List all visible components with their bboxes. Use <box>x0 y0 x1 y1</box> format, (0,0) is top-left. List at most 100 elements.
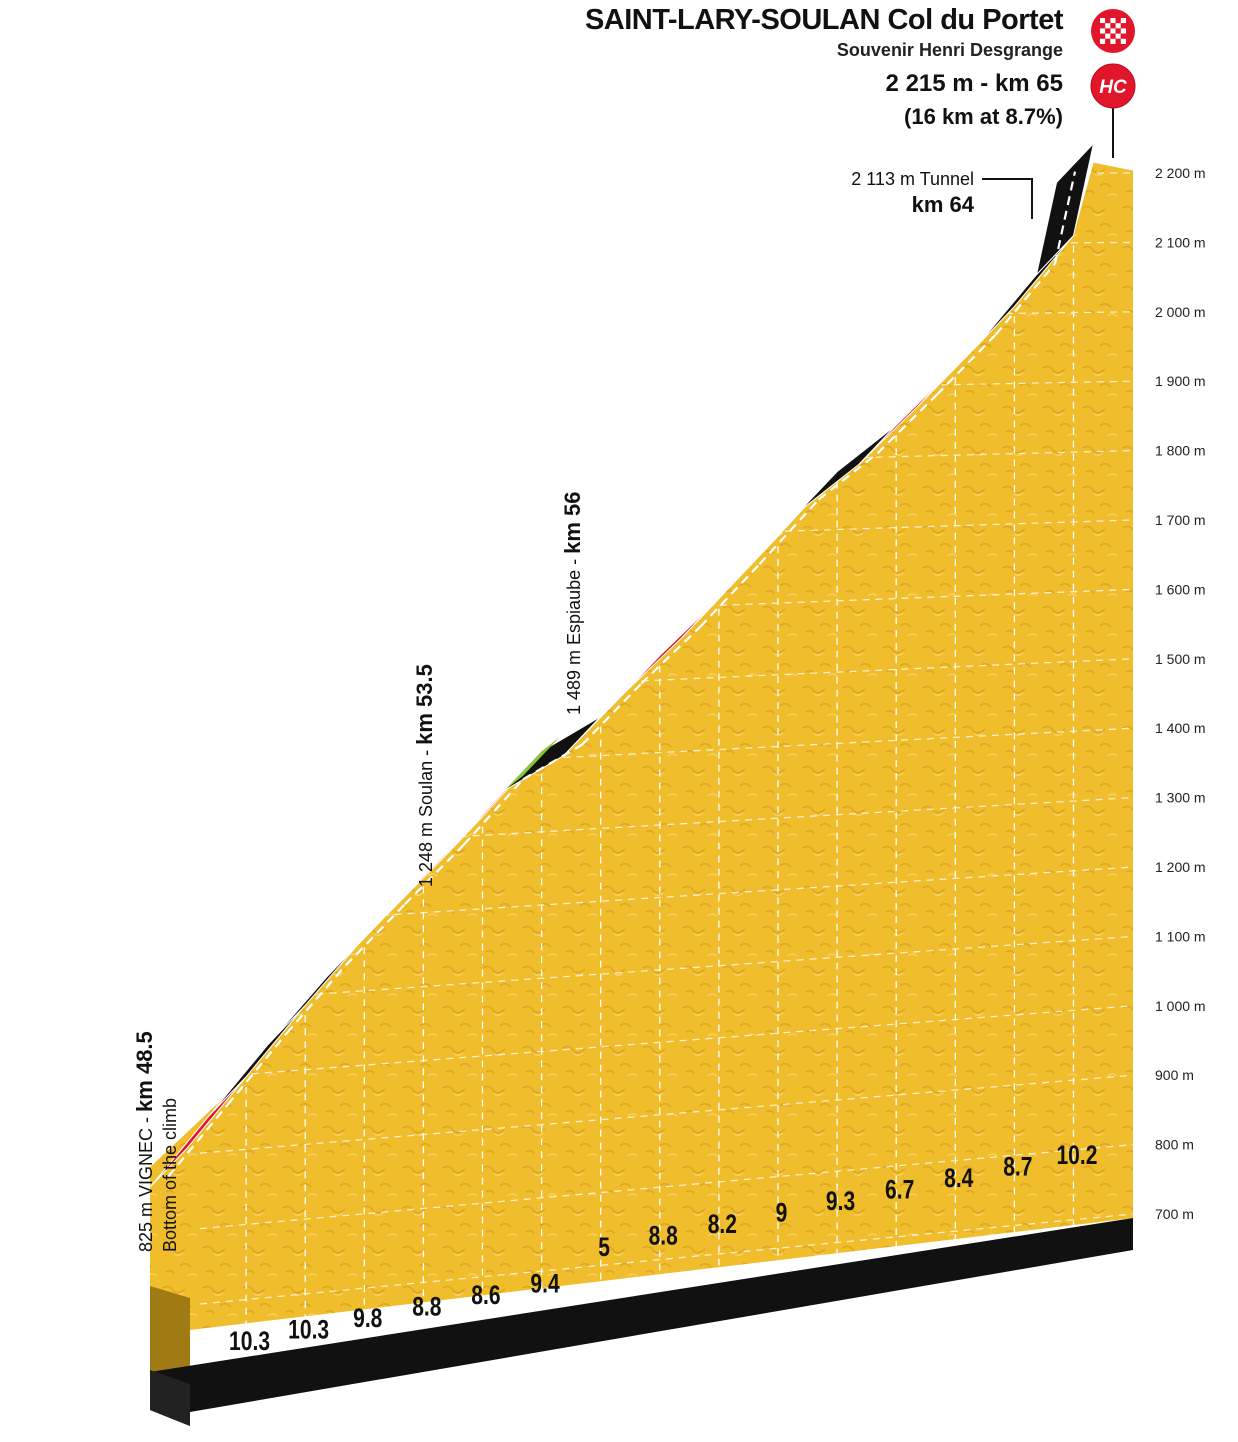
svg-text:1 248 m Soulan - km 53.5: 1 248 m Soulan - km 53.5 <box>412 664 437 887</box>
annotation-tunnel-leader <box>982 178 1033 219</box>
annotation-soulan-text: 1 248 m Soulan - <box>416 745 436 887</box>
annotation-espiaube-text: 1 489 m Espiaube - <box>564 554 584 715</box>
checker-square <box>1105 28 1111 34</box>
hc-badge: HC <box>1090 63 1136 109</box>
altitude-tick-label: 2 100 m <box>1155 234 1206 250</box>
checker-square <box>1110 23 1116 29</box>
altitude-tick-label: 1 700 m <box>1155 512 1206 528</box>
gradient-label: 8.7 <box>1003 1152 1032 1182</box>
annotation-bottom-note: Bottom of the climb <box>160 1098 180 1252</box>
profile-base <box>150 1218 1133 1426</box>
altitude-tick-label: 1 000 m <box>1155 998 1206 1014</box>
gradient-label: 10.2 <box>1056 1141 1097 1171</box>
checker-square <box>1100 38 1106 44</box>
annotation-bottom-km: km 48.5 <box>132 1031 157 1112</box>
altitude-tick-label: 1 200 m <box>1155 859 1206 875</box>
checker-square <box>1110 33 1116 39</box>
annotation-espiaube: 1 489 m Espiaube - km 56 <box>560 492 585 716</box>
road-centerline <box>285 964 347 1035</box>
altitude-tick-label: 1 300 m <box>1155 790 1206 806</box>
altitude-gridline <box>199 1213 1134 1305</box>
terrain-fill <box>150 162 1133 1385</box>
annotation-espiaube-km: km 56 <box>560 492 585 554</box>
gradient-label: 10.3 <box>288 1315 329 1345</box>
road-segment-summit-accent <box>504 737 560 791</box>
km-label: 14 <box>1007 1241 1029 1269</box>
checker-square <box>1120 23 1126 29</box>
terrain-front-wall <box>150 1286 190 1386</box>
checker-square <box>1120 28 1126 34</box>
checker-square <box>1105 18 1111 24</box>
altitude-tick-label: 1 400 m <box>1155 720 1206 736</box>
annotation-soulan-km: km 53.5 <box>412 664 437 745</box>
checker-square <box>1105 33 1111 39</box>
annotation-tunnel-km: km 64 <box>912 192 975 217</box>
road-centerline <box>167 1104 229 1177</box>
checker-square <box>1115 33 1121 39</box>
checker-square <box>1115 23 1121 29</box>
gradient-label: 8.8 <box>649 1221 678 1251</box>
gradient-label: 9.4 <box>530 1269 560 1299</box>
climb-subtitle: Souvenir Henri Desgrange <box>836 40 1063 60</box>
altitude-gridline <box>199 1074 1134 1154</box>
gradient-label: 8.4 <box>944 1164 974 1194</box>
altitude-tick-label: 700 m <box>1155 1206 1194 1222</box>
km-label: 9 <box>716 1294 727 1322</box>
gradient-label: 9.8 <box>353 1304 382 1334</box>
gradient-label: 8.2 <box>708 1210 737 1240</box>
km-label: 6 <box>539 1325 550 1353</box>
checker-square <box>1110 38 1116 44</box>
terrain-area <box>150 162 1133 1386</box>
gradient-label: 10.3 <box>229 1327 270 1357</box>
altitude-gridline <box>199 311 1134 325</box>
checker-square <box>1100 28 1106 34</box>
altitude-axis: 700 m 800 m 900 m 1 000 m 1 100 m 1 200 m 1 30… <box>1155 165 1206 1222</box>
km-labels: 1 2 3 4 5 6 7 8 9 10 11 12 13 14 15 <box>244 1231 1088 1406</box>
checker-square <box>1100 23 1106 29</box>
checkered-flag-icon <box>1091 9 1135 53</box>
altitude-gridlines <box>199 172 1134 1305</box>
altitude-tick-label: 1 500 m <box>1155 651 1206 667</box>
checker-square <box>1100 18 1106 24</box>
altitude-gridline <box>199 241 1134 250</box>
km-label: 11 <box>830 1273 851 1301</box>
km-label: 7 <box>598 1315 609 1343</box>
checker-square <box>1115 18 1121 24</box>
svg-text:825 m VIGNEC - km 48.5: 825 m VIGNEC - km 48.5 <box>132 1031 157 1252</box>
km-label: 13 <box>947 1252 969 1280</box>
annotation-bottom: 825 m VIGNEC - km 48.5 Bottom of the cli… <box>132 1031 180 1252</box>
checker-square <box>1120 18 1126 24</box>
km-label: 1 <box>244 1378 255 1406</box>
gradient-label: 8.6 <box>471 1281 500 1311</box>
annotation-tunnel-text: 2 113 m Tunnel <box>851 169 974 189</box>
checker-square <box>1105 38 1111 44</box>
gradient-label: 8.8 <box>412 1292 441 1322</box>
checker-square <box>1120 33 1126 39</box>
km-label: 10 <box>770 1283 792 1311</box>
altitude-tick-label: 2 200 m <box>1155 165 1206 181</box>
km-gridlines <box>245 245 1075 1340</box>
altitude-tick-label: 1 800 m <box>1155 443 1206 459</box>
km-label: 8 <box>657 1304 668 1332</box>
km-label: 3 <box>362 1357 373 1385</box>
checker-square <box>1115 28 1121 34</box>
km-label: 5 <box>480 1336 491 1364</box>
road-centerline <box>640 625 702 685</box>
svg-text:1 489 m Espiaube - km 56: 1 489 m Espiaube - km 56 <box>560 492 585 716</box>
altitude-tick-label: 1 600 m <box>1155 581 1206 597</box>
altitude-gridline <box>199 1143 1134 1230</box>
base-front <box>150 1370 190 1426</box>
summit-gradient: (16 km at 8.7%) <box>904 104 1063 129</box>
checker-square <box>1105 23 1111 29</box>
km-label: 4 <box>421 1346 432 1374</box>
road-segments <box>149 141 1095 1188</box>
km-label: 12 <box>888 1262 910 1290</box>
gradient-label: 9 <box>776 1198 788 1228</box>
checker-square <box>1120 38 1126 44</box>
road-centerline <box>522 743 583 781</box>
road-segment <box>1035 141 1095 277</box>
annotation-soulan: 1 248 m Soulan - km 53.5 <box>412 664 437 887</box>
hc-badge-label: HC <box>1099 77 1127 98</box>
road-centerline <box>226 1032 288 1106</box>
